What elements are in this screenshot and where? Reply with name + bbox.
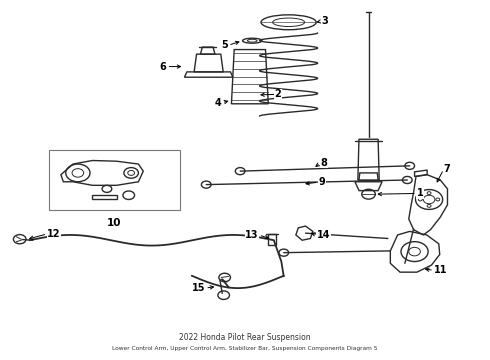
Bar [49,150,180,210]
Text: 11: 11 [434,265,447,275]
Text: Lower Control Arm, Upper Control Arm, Stabilizer Bar, Suspension Components Diag: Lower Control Arm, Upper Control Arm, St… [112,346,378,351]
Text: 4: 4 [215,98,222,108]
Text: 13: 13 [245,230,259,240]
Text: 8: 8 [320,158,327,168]
Text: 12: 12 [48,229,61,239]
Text: 2022 Honda Pilot Rear Suspension: 2022 Honda Pilot Rear Suspension [179,333,311,342]
Text: 10: 10 [107,218,122,228]
Text: 15: 15 [192,283,205,293]
Text: 7: 7 [443,165,450,174]
Text: 2: 2 [274,89,281,99]
Text: 9: 9 [318,177,325,187]
Text: 6: 6 [160,62,167,72]
Text: 5: 5 [221,40,228,50]
Text: 1: 1 [417,189,424,198]
Text: 3: 3 [321,16,328,26]
Text: 14: 14 [317,230,330,240]
